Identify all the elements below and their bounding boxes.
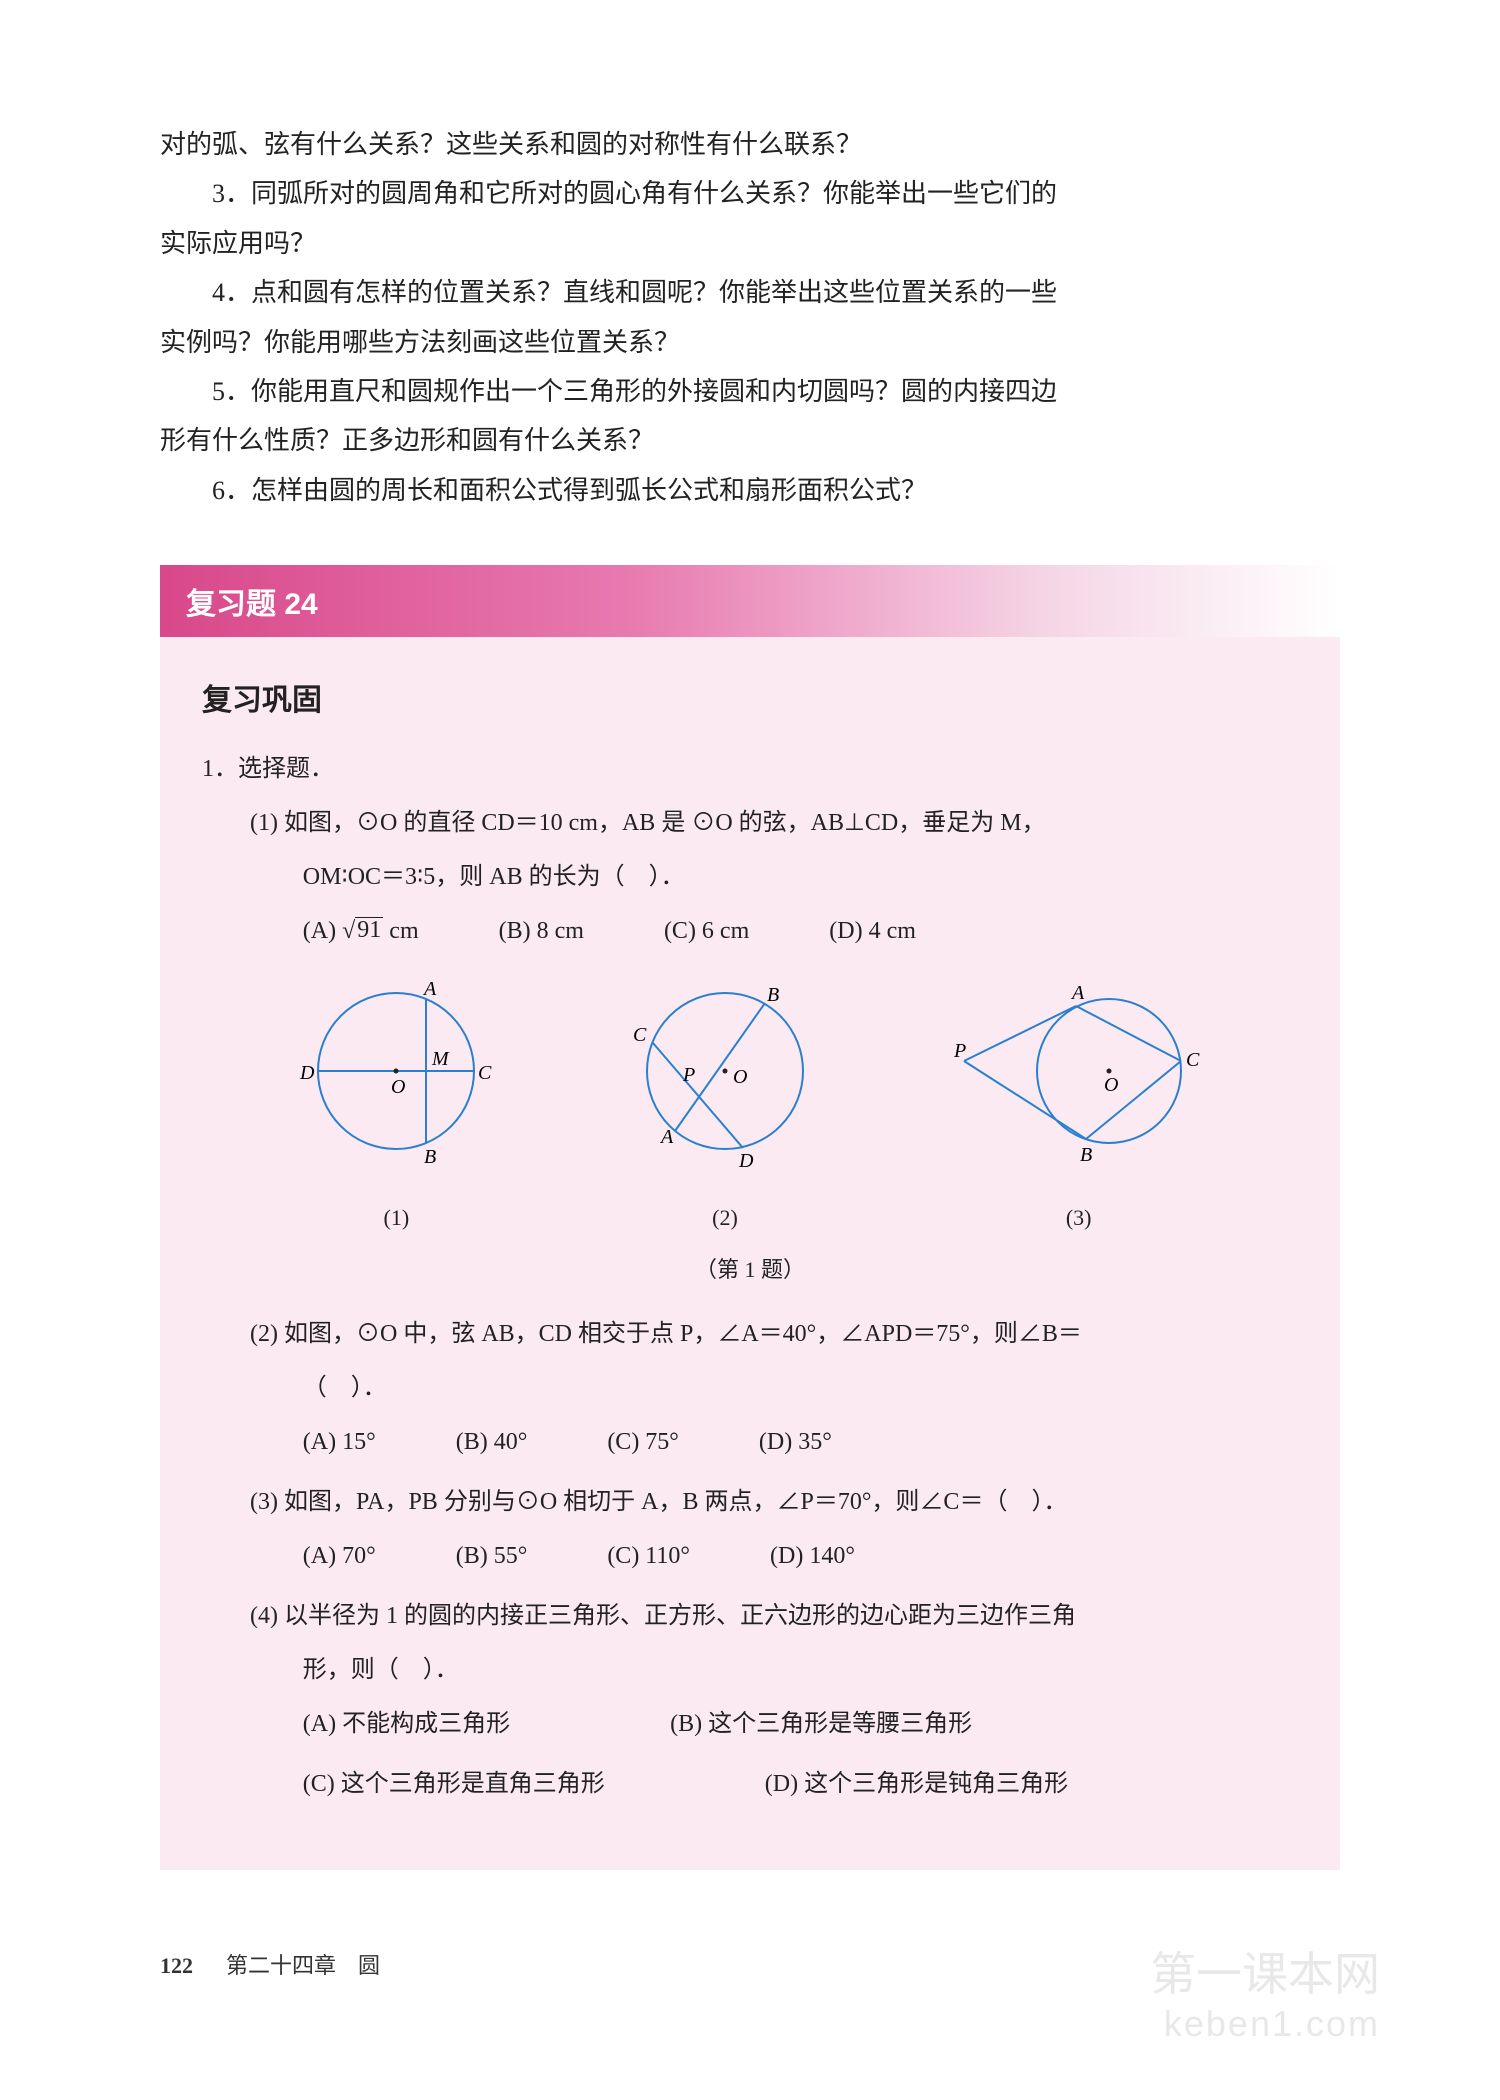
q1-4-options-row2: (C) 这个三角形是直角三角形 (D) 这个三角形是钝角三角形 <box>202 1760 1298 1808</box>
svg-text:M: M <box>431 1048 450 1070</box>
intro-q5b: 形有什么性质？正多边形和圆有什么关系？ <box>160 416 1340 465</box>
q1-4-line2: 形，则（ ）． <box>202 1646 1298 1694</box>
q1-3-opt-c: (C) 110° <box>607 1532 690 1580</box>
watermark-line2: keben1.com <box>1150 2002 1380 2045</box>
q1-1-opt-b: (B) 8 cm <box>499 907 584 955</box>
q1-3-opt-a: (A) 70° <box>303 1532 376 1580</box>
intro-q4a: 4．点和圆有怎样的位置关系？直线和圆呢？你能举出这些位置关系的一些 <box>160 268 1340 317</box>
svg-text:P: P <box>954 1040 966 1062</box>
intro-q3a: 3．同弧所对的圆周角和它所对的圆心角有什么关系？你能举出一些它们的 <box>160 169 1340 218</box>
svg-text:A: A <box>659 1126 674 1148</box>
intro-q6: 6．怎样由圆的周长和面积公式得到弧长公式和扇形面积公式？ <box>160 466 1340 515</box>
q1-4-opt-c: (C) 这个三角形是直角三角形 <box>303 1760 605 1808</box>
q1-2-opt-b: (B) 40° <box>456 1418 528 1466</box>
svg-text:A: A <box>422 978 437 1000</box>
exercise-title: 复习巩固 <box>202 675 1298 719</box>
section-header: 复习题 24 <box>160 565 1340 637</box>
figures-row: O A B C D M (1) O <box>202 971 1298 1240</box>
svg-text:O: O <box>733 1066 747 1088</box>
figure-3-svg: O A B C P <box>954 971 1204 1171</box>
q1-2-options: (A) 15° (B) 40° (C) 75° (D) 35° <box>202 1418 1298 1466</box>
q1-3-line1: (3) 如图，PA，PB 分别与⊙O 相切于 A，B 两点，∠P＝70°，则∠C… <box>202 1478 1298 1526</box>
q1-2-line1: (2) 如图，⊙O 中，弦 AB，CD 相交于点 P，∠A＝40°，∠APD＝7… <box>202 1310 1298 1358</box>
figure-1: O A B C D M (1) <box>296 971 496 1240</box>
q1-1-opt-d: (D) 4 cm <box>829 907 916 955</box>
figure-3: O A B C P (3) <box>954 971 1204 1240</box>
q1-2-opt-d: (D) 35° <box>759 1418 832 1466</box>
svg-text:B: B <box>1080 1144 1092 1166</box>
figure-1-caption: (1) <box>296 1196 496 1240</box>
figure-1-svg: O A B C D M <box>296 971 496 1171</box>
page-footer: 122 第二十四章 圆 <box>160 1948 380 1980</box>
intro-line0: 对的弧、弦有什么关系？这些关系和圆的对称性有什么联系？ <box>160 120 1340 169</box>
watermark: 第一课本网 keben1.com <box>1150 1947 1380 2045</box>
q1-1-opt-c: (C) 6 cm <box>664 907 749 955</box>
svg-text:B: B <box>424 1146 436 1168</box>
figure-2-svg: O A B C D P <box>625 971 825 1171</box>
svg-text:A: A <box>1070 982 1085 1004</box>
intro-q5a: 5．你能用直尺和圆规作出一个三角形的外接圆和内切圆吗？圆的内接四边 <box>160 367 1340 416</box>
q1-4-opt-a: (A) 不能构成三角形 <box>303 1700 510 1748</box>
q1-2-opt-c: (C) 75° <box>607 1418 679 1466</box>
intro-q4b: 实例吗？你能用哪些方法刻画这些位置关系？ <box>160 318 1340 367</box>
watermark-line1: 第一课本网 <box>1150 1947 1380 2002</box>
q1-1-opt-a: (A) 91 cm <box>303 907 419 955</box>
q1-3-opt-d: (D) 140° <box>770 1532 855 1580</box>
q1-1-options: (A) 91 cm (B) 8 cm (C) 6 cm (D) 4 cm <box>202 907 1298 955</box>
svg-text:O: O <box>391 1076 405 1098</box>
svg-text:D: D <box>299 1062 315 1084</box>
svg-text:C: C <box>478 1062 492 1084</box>
svg-text:P: P <box>682 1064 695 1086</box>
figure-2-caption: (2) <box>625 1196 825 1240</box>
svg-text:O: O <box>1104 1074 1118 1096</box>
q1-1-line2: OM∶OC＝3∶5，则 AB 的长为（ ）． <box>202 853 1298 901</box>
q1-4-line1: (4) 以半径为 1 的圆的内接正三角形、正方形、正六边形的边心距为三边作三角 <box>202 1592 1298 1640</box>
q1-4-options-row1: (A) 不能构成三角形 (B) 这个三角形是等腰三角形 <box>202 1700 1298 1748</box>
svg-text:C: C <box>1186 1049 1200 1071</box>
svg-text:B: B <box>767 984 779 1006</box>
intro-q3b: 实际应用吗？ <box>160 219 1340 268</box>
q1-label: 1．选择题． <box>202 745 1298 793</box>
q1-2-line2: （ ）． <box>202 1364 1298 1412</box>
figure-2: O A B C D P (2) <box>625 971 825 1240</box>
q1-3-options: (A) 70° (B) 55° (C) 110° (D) 140° <box>202 1532 1298 1580</box>
question-1: 1．选择题． (1) 如图，⊙O 的直径 CD＝10 cm，AB 是 ⊙O 的弦… <box>202 745 1298 1808</box>
q1-4-opt-b: (B) 这个三角形是等腰三角形 <box>670 1700 972 1748</box>
figure-3-caption: (3) <box>954 1196 1204 1240</box>
page-number: 122 <box>160 1953 193 1978</box>
chapter-label: 第二十四章 圆 <box>226 1953 380 1978</box>
figures-main-caption: （第 1 题） <box>202 1248 1298 1292</box>
svg-text:C: C <box>633 1024 647 1046</box>
q1-2-opt-a: (A) 15° <box>303 1418 376 1466</box>
q1-1-line1: (1) 如图，⊙O 的直径 CD＝10 cm，AB 是 ⊙O 的弦，AB⊥CD，… <box>202 799 1298 847</box>
q1-4-opt-d: (D) 这个三角形是钝角三角形 <box>765 1760 1068 1808</box>
intro-questions: 对的弧、弦有什么关系？这些关系和圆的对称性有什么联系？ 3．同弧所对的圆周角和它… <box>160 120 1340 515</box>
q1-3-opt-b: (B) 55° <box>456 1532 528 1580</box>
svg-text:D: D <box>738 1150 754 1171</box>
exercise-block: 复习巩固 1．选择题． (1) 如图，⊙O 的直径 CD＝10 cm，AB 是 … <box>160 637 1340 1870</box>
